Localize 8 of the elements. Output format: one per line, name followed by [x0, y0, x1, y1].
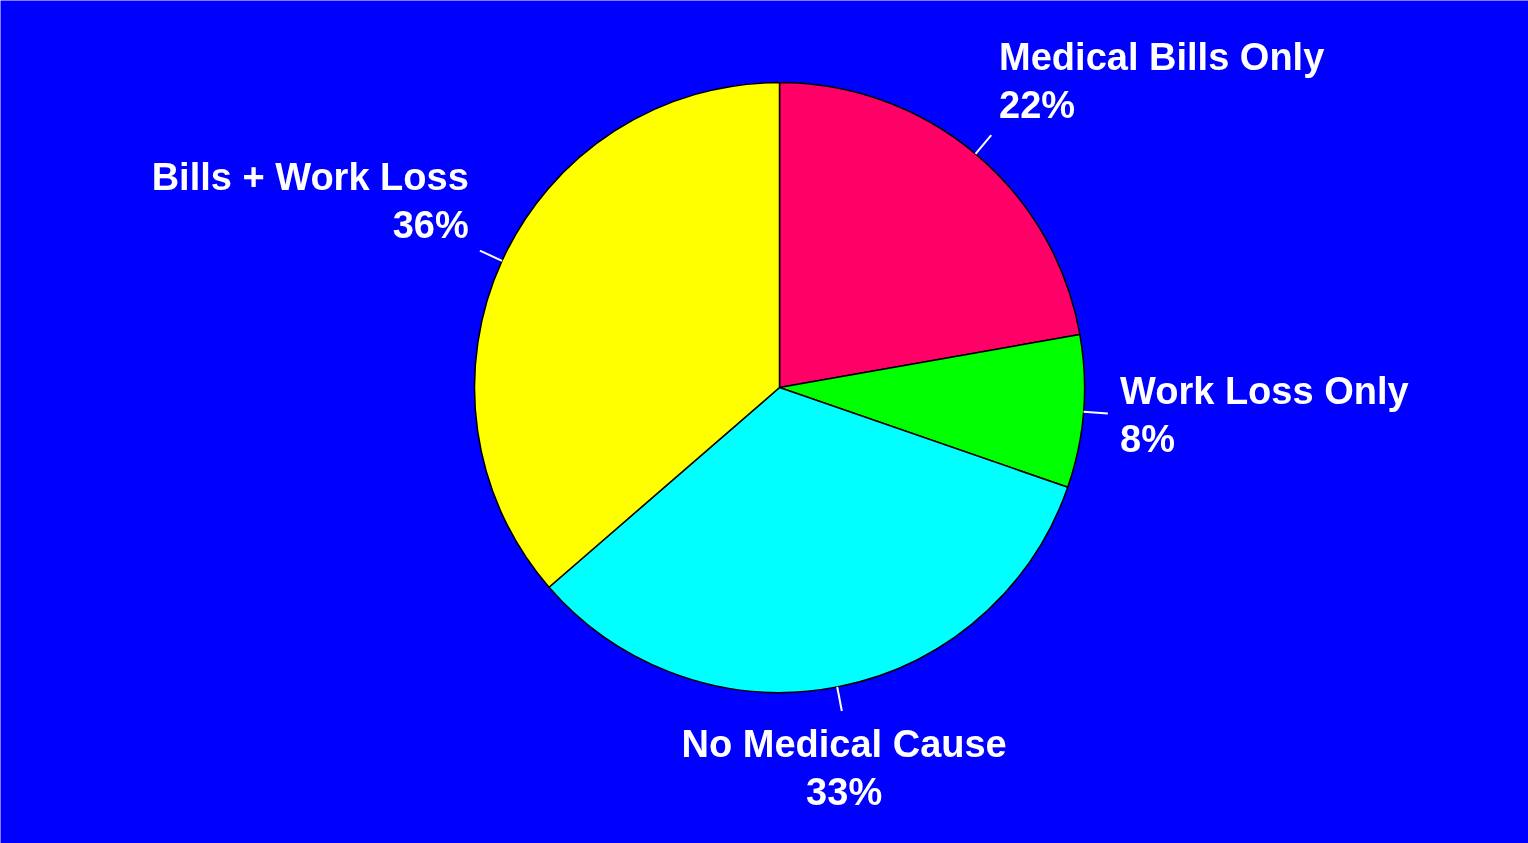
data-label: 22% — [999, 83, 1076, 126]
data-label: 33% — [806, 770, 883, 813]
slice-label: Medical Bills Only — [999, 35, 1325, 78]
data-label: 8% — [1120, 417, 1175, 460]
data-label: 36% — [392, 203, 469, 246]
slice-label: Work Loss Only — [1120, 369, 1409, 412]
slice-label: No Medical Cause — [681, 722, 1007, 765]
slice-label: Bills + Work Loss — [151, 155, 469, 198]
